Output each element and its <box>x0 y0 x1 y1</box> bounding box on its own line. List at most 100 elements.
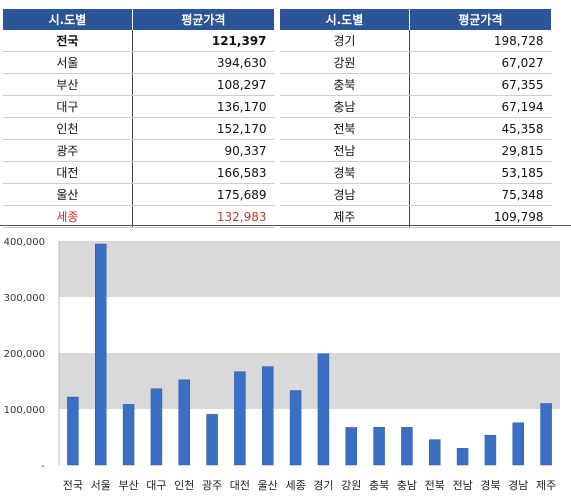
region-cell: 전남 <box>280 139 410 162</box>
region-cell: 전국 <box>3 30 133 52</box>
header-price: 평균가격 <box>409 9 553 30</box>
bar-전북 <box>429 439 441 466</box>
bar-부산 <box>122 404 135 466</box>
x-tick-label: 경남 <box>508 479 528 492</box>
price-cell: 67,194 <box>409 95 552 118</box>
bar-서울 <box>95 243 107 466</box>
table-row: 광주 90,337 <box>3 139 275 162</box>
table-row: 울산 175,689 <box>3 183 275 206</box>
region-cell: 제주 <box>280 205 410 228</box>
region-cell: 강원 <box>280 51 410 74</box>
region-cell: 경북 <box>280 161 410 184</box>
table-row: 대전 166,583 <box>3 161 275 184</box>
x-tick-label: 서울 <box>91 479 111 492</box>
header-region: 시.도별 <box>280 9 410 30</box>
table-header-row: 시.도별 평균가격 <box>3 9 276 30</box>
bar-인천 <box>178 379 190 466</box>
x-tick-label: 전북 <box>425 479 445 492</box>
table-row: 경남 75,348 <box>280 183 552 206</box>
plot-band <box>59 241 560 297</box>
bar-충북 <box>373 427 385 466</box>
price-cell: 136,170 <box>132 95 275 118</box>
table-row: 전국 121,397 <box>3 30 275 52</box>
header-price: 평균가격 <box>132 9 276 30</box>
table-row: 제주 109,798 <box>280 205 552 228</box>
price-cell: 67,355 <box>409 73 552 96</box>
x-tick-label: 경기 <box>313 479 333 492</box>
region-cell: 대구 <box>3 95 133 118</box>
y-tick-label: - <box>41 461 45 472</box>
table-row: 인천 152,170 <box>3 117 275 140</box>
x-tick-label: 대구 <box>146 479 166 492</box>
table-row: 강원 67,027 <box>280 51 552 74</box>
y-tick-label: 400,000 <box>4 237 45 248</box>
x-tick-label: 대전 <box>230 479 250 492</box>
table-row: 전남 29,815 <box>280 139 552 162</box>
x-tick-label: 전남 <box>452 479 472 492</box>
bar-충남 <box>401 427 413 466</box>
region-cell: 충북 <box>280 73 410 96</box>
price-cell: 152,170 <box>132 117 275 140</box>
bar-전남 <box>456 448 469 466</box>
x-tick-label: 충남 <box>397 479 417 492</box>
price-cell: 394,630 <box>132 51 275 74</box>
table-row: 서울 394,630 <box>3 51 275 74</box>
table-header-row: 시.도별 평균가격 <box>280 9 553 30</box>
region-cell: 세종 <box>3 205 133 228</box>
x-tick-label: 인천 <box>174 478 194 492</box>
bar-울산 <box>262 366 274 466</box>
region-cell: 광주 <box>3 139 133 162</box>
table-row: 충북 67,355 <box>280 73 552 96</box>
x-tick-label: 세종 <box>285 479 305 492</box>
bar-광주 <box>206 414 218 466</box>
bar-경기 <box>317 353 330 466</box>
price-cell: 53,185 <box>409 161 552 184</box>
x-tick-label: 광주 <box>202 479 222 492</box>
price-cell: 108,297 <box>132 73 275 96</box>
bar-세종 <box>289 390 302 466</box>
table-row: 경북 53,185 <box>280 161 552 184</box>
table-row: 전북 45,358 <box>280 117 552 140</box>
header-region: 시.도별 <box>3 9 133 30</box>
bar-대구 <box>150 388 163 466</box>
region-cell: 울산 <box>3 183 133 206</box>
bar-경남 <box>512 422 524 466</box>
price-cell: 166,583 <box>132 161 275 184</box>
bar-강원 <box>345 427 357 466</box>
region-cell: 경기 <box>280 30 410 52</box>
region-cell: 경남 <box>280 183 410 206</box>
price-table-left: 시.도별 평균가격 전국 121,397 서울 394,630 부산 108,297 대구 1… <box>3 9 276 228</box>
price-cell: 90,337 <box>132 139 275 162</box>
x-tick-label: 부산 <box>118 479 138 492</box>
price-cell: 132,983 <box>132 205 275 228</box>
region-cell: 충남 <box>280 95 410 118</box>
price-cell: 29,815 <box>409 139 552 162</box>
price-cell: 75,348 <box>409 183 552 206</box>
price-cell: 67,027 <box>409 51 552 74</box>
price-cell: 121,397 <box>132 30 275 52</box>
region-cell: 인천 <box>3 117 133 140</box>
price-cell: 45,358 <box>409 117 552 140</box>
table-row: 대구 136,170 <box>3 95 275 118</box>
price-cell: 175,689 <box>132 183 275 206</box>
price-table-right: 시.도별 평균가격 경기 198,728 강원 67,027 충북 67,355 충남 67,… <box>280 9 553 228</box>
x-tick-label: 강원 <box>341 479 361 492</box>
y-tick-label: 100,000 <box>4 405 45 416</box>
x-tick-label: 충북 <box>369 479 389 492</box>
table-row: 세종 132,983 <box>3 205 275 228</box>
table-row: 충남 67,194 <box>280 95 552 118</box>
region-cell: 부산 <box>3 73 133 96</box>
region-cell: 전북 <box>280 117 410 140</box>
bar-제주 <box>540 403 552 466</box>
y-tick-label: 200,000 <box>4 349 45 360</box>
table-row: 경기 198,728 <box>280 30 552 52</box>
x-tick-label: 경북 <box>480 479 500 492</box>
section-divider <box>0 225 571 226</box>
x-tick-label: 전국 <box>63 479 83 492</box>
x-tick-label: 제주 <box>536 479 556 492</box>
region-cell: 대전 <box>3 161 133 184</box>
plot-band <box>59 353 560 409</box>
bar-경북 <box>484 434 497 466</box>
